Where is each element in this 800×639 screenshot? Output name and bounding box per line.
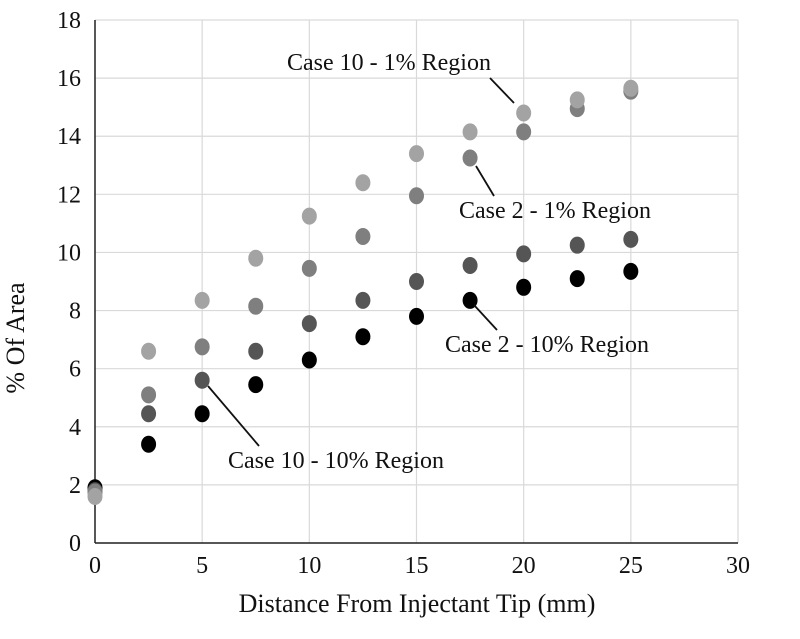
x-axis-title: Distance From Injectant Tip (mm) xyxy=(239,589,596,618)
y-tick-label: 0 xyxy=(69,531,81,557)
y-tick-label: 18 xyxy=(57,8,81,34)
data-point xyxy=(516,278,532,296)
data-point xyxy=(141,342,157,360)
data-point xyxy=(301,259,317,277)
data-point xyxy=(462,123,478,141)
y-tick-label: 6 xyxy=(69,357,81,383)
data-point xyxy=(141,405,157,423)
data-point xyxy=(516,104,532,122)
y-tick-label: 12 xyxy=(57,182,81,208)
data-point xyxy=(355,328,371,346)
data-point xyxy=(141,435,157,453)
data-point xyxy=(516,123,532,141)
data-point xyxy=(194,338,210,356)
data-point xyxy=(462,149,478,167)
data-point xyxy=(301,207,317,225)
data-point xyxy=(623,262,639,280)
data-point xyxy=(623,79,639,97)
annotation-label: Case 2 - 1% Region xyxy=(459,198,651,224)
data-point xyxy=(569,91,585,109)
y-tick-label: 10 xyxy=(57,240,81,266)
annotation-label: Case 10 - 1% Region xyxy=(287,50,491,76)
x-tick-label: 5 xyxy=(196,553,208,579)
annotation-leader-line xyxy=(489,77,515,104)
y-tick-label: 16 xyxy=(57,66,81,92)
data-point xyxy=(355,174,371,192)
data-point xyxy=(409,273,424,290)
annotations: Case 10 - 1% Region Case 2 - 1% Region Cas… xyxy=(207,50,651,474)
x-tick-label: 15 xyxy=(405,553,429,579)
data-point xyxy=(569,270,585,288)
data-point xyxy=(462,257,478,275)
y-axis-title: % Of Area xyxy=(1,282,30,394)
annotation-leader-line xyxy=(475,165,495,197)
y-tick-label: 14 xyxy=(57,124,81,150)
x-tick-label: 25 xyxy=(619,553,643,579)
data-point xyxy=(248,249,264,267)
tick-labels: 0 5 10 15 20 25 30 0 2 4 6 8 10 12 14 16 18 xyxy=(57,8,750,579)
axes-layer xyxy=(94,20,738,544)
annotation-label: Case 2 - 10% Region xyxy=(445,332,649,358)
data-point xyxy=(141,386,157,404)
data-point xyxy=(462,291,478,309)
data-point xyxy=(248,376,264,394)
y-tick-label: 4 xyxy=(69,415,81,441)
data-point xyxy=(355,291,371,309)
y-tick-label: 8 xyxy=(69,299,81,325)
data-point xyxy=(355,227,371,245)
data-point xyxy=(301,351,317,369)
data-point xyxy=(248,342,264,360)
data-point xyxy=(87,488,103,506)
data-point xyxy=(623,230,639,248)
data-point xyxy=(194,405,210,423)
y-tick-label: 2 xyxy=(69,473,81,499)
data-point xyxy=(409,307,424,325)
x-tick-label: 10 xyxy=(297,553,321,579)
x-tick-label: 0 xyxy=(89,553,101,579)
data-point xyxy=(409,145,424,163)
data-point xyxy=(194,371,210,389)
annotation-leader-line xyxy=(473,304,498,331)
data-point xyxy=(301,315,317,333)
data-point xyxy=(569,236,585,254)
x-tick-label: 20 xyxy=(512,553,536,579)
data-point xyxy=(194,291,210,309)
data-point xyxy=(516,245,532,263)
data-point xyxy=(409,187,424,205)
data-point xyxy=(248,297,264,315)
annotation-leader-line xyxy=(207,385,260,447)
annotation-label: Case 10 - 10% Region xyxy=(228,448,444,474)
x-tick-label: 30 xyxy=(726,553,750,579)
data-points xyxy=(87,79,639,506)
